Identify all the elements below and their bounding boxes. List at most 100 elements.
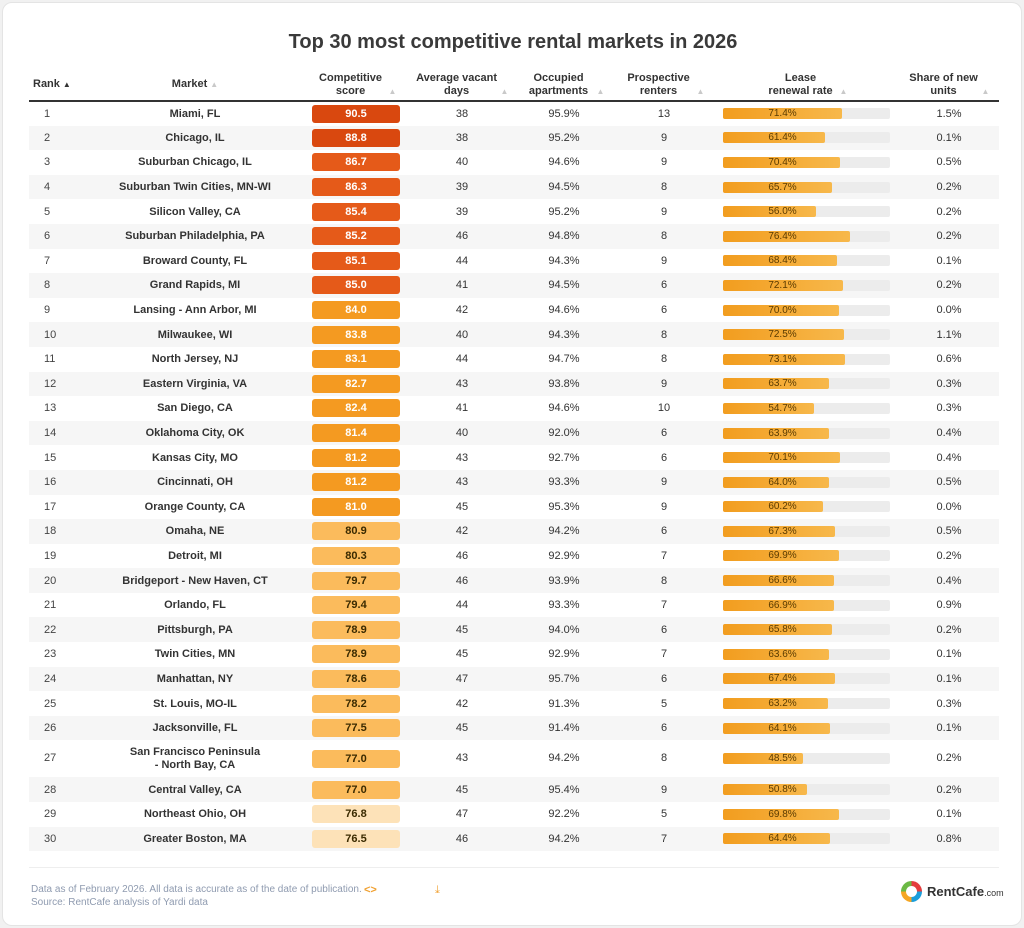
sort-icon[interactable]: ▲ xyxy=(981,86,990,96)
column-header-market[interactable]: Market ▲ xyxy=(89,69,301,102)
renewal-bar xyxy=(722,476,830,488)
new-units-cell: 1.5% xyxy=(936,107,962,120)
occupied-cell: 91.4% xyxy=(513,715,615,741)
vacant-days-cell: 46 xyxy=(455,549,469,562)
rank-cell: 4 xyxy=(29,174,89,200)
score-badge: 79.7 xyxy=(312,571,400,590)
column-header-lease-renewal-rate[interactable]: Lease renewal rate ▲ xyxy=(713,69,899,102)
new-units-cell: 0.2% xyxy=(899,223,999,249)
table-row: 8 Grand Rapids, MI 85.0 41 94.5% 6 72.1% 0.2% xyxy=(29,273,999,298)
sort-ascending-icon[interactable]: ▲ xyxy=(62,80,71,89)
score-cell: 82.7 xyxy=(301,371,411,397)
vacant-days-cell: 46 xyxy=(411,223,513,249)
renters-cell: 8 xyxy=(615,174,713,200)
download-icon[interactable]: ⤓ xyxy=(435,884,440,896)
column-header-label: Lease renewal rate xyxy=(768,71,833,97)
score-cell: 76.8 xyxy=(301,802,411,827)
rank-cell: 27 xyxy=(44,752,57,765)
market-cell: Northeast Ohio, OH xyxy=(143,808,247,821)
code-icon[interactable]: <> xyxy=(364,884,377,896)
score-badge: 81.2 xyxy=(312,473,400,492)
sort-icon[interactable]: ▲ xyxy=(500,86,509,96)
score-badge: 78.2 xyxy=(312,694,400,713)
column-header-competitive-score[interactable]: Competitive score ▲ xyxy=(301,69,411,102)
source-note: Source: RentCafe analysis of Yardi data xyxy=(31,897,208,908)
table-row: 16 Cincinnati, OH 81.2 43 93.3% 9 64.0% 0.5% xyxy=(29,469,999,495)
renters-cell: 6 xyxy=(660,304,668,317)
new-units-cell: 0.9% xyxy=(936,599,962,612)
new-units-cell: 0.2% xyxy=(899,617,999,643)
rank-cell: 12 xyxy=(29,371,89,397)
rank-cell: 18 xyxy=(29,519,89,544)
renewal-cell: 71.4% xyxy=(713,101,899,126)
score-badge: 78.6 xyxy=(312,669,400,688)
renewal-label: 48.5% xyxy=(768,753,797,765)
table-row: 20 Bridgeport - New Haven, CT 79.7 46 93.9% 8… xyxy=(29,568,999,593)
score-badge: 86.7 xyxy=(312,153,400,172)
table-row: 27 San Francisco Peninsula - North Bay, C… xyxy=(29,740,999,777)
renewal-bar-track: 54.7% xyxy=(722,402,890,414)
renewal-bar-track: 71.4% xyxy=(722,108,890,120)
renters-cell: 5 xyxy=(660,697,668,710)
rank-cell: 29 xyxy=(44,808,57,821)
table-row: 13 San Diego, CA 82.4 41 94.6% 10 54.7% 0.3% xyxy=(29,396,999,421)
occupied-cell: 91.3% xyxy=(548,697,580,710)
new-units-cell: 1.1% xyxy=(899,322,999,347)
column-header-label: Prospective renters xyxy=(627,71,690,97)
renewal-bar xyxy=(722,329,844,341)
sort-icon[interactable]: ▲ xyxy=(839,86,848,96)
market-cell: Silicon Valley, CA xyxy=(149,205,241,218)
rentcafe-logo[interactable]: RentCafe.com xyxy=(901,880,1004,902)
renewal-cell: 70.1% xyxy=(713,445,899,470)
rank-cell: 3 xyxy=(44,156,51,169)
new-units-cell: 0.1% xyxy=(936,648,962,661)
score-cell: 80.9 xyxy=(301,519,411,544)
renewal-bar xyxy=(722,156,841,168)
column-header-share-of-new-units[interactable]: Share of new units ▲ xyxy=(899,69,999,102)
score-cell: 85.2 xyxy=(301,223,411,249)
renewal-bar-track: 69.8% xyxy=(722,808,890,820)
column-header-occupied-apartments[interactable]: Occupied apartments ▲ xyxy=(513,69,615,102)
score-badge: 76.8 xyxy=(312,805,400,824)
rank-cell: 21 xyxy=(44,599,57,612)
score-cell: 77.5 xyxy=(301,715,411,741)
renewal-bar-track: 76.4% xyxy=(722,230,890,242)
score-cell: 85.1 xyxy=(301,249,411,274)
market-cell: Twin Cities, MN xyxy=(154,648,236,661)
sort-icon[interactable]: ▲ xyxy=(696,86,705,96)
table-row: 29 Northeast Ohio, OH 76.8 47 92.2% 5 69.8% 0.1… xyxy=(29,802,999,827)
vacant-days-cell: 42 xyxy=(455,697,469,710)
renewal-cell: 56.0% xyxy=(713,199,899,224)
sort-icon[interactable]: ▲ xyxy=(388,86,397,96)
column-header-prospective-renters[interactable]: Prospective renters ▲ xyxy=(615,69,713,102)
column-header-rank[interactable]: Rank ▲ xyxy=(29,69,89,102)
footer-divider xyxy=(29,867,999,868)
vacant-days-cell: 45 xyxy=(455,648,469,661)
column-header-average-vacant-days[interactable]: Average vacant days ▲ xyxy=(411,69,513,102)
score-cell: 81.2 xyxy=(301,445,411,470)
renewal-cell: 73.1% xyxy=(713,347,899,372)
renewal-bar-track: 61.4% xyxy=(722,132,890,144)
score-badge: 90.5 xyxy=(312,104,400,123)
sort-icon[interactable]: ▲ xyxy=(596,86,605,96)
vacant-days-cell: 45 xyxy=(411,617,513,643)
score-badge: 85.1 xyxy=(312,251,400,270)
rank-cell: 28 xyxy=(29,777,89,803)
market-cell: Orlando, FL xyxy=(164,599,226,612)
sort-icon[interactable]: ▲ xyxy=(210,80,219,89)
renewal-label: 67.4% xyxy=(768,673,797,685)
footer-note: Data as of February 2026. All data is ac… xyxy=(31,883,362,909)
new-units-cell: 0.4% xyxy=(936,451,962,464)
rank-cell: 2 xyxy=(29,125,89,151)
renters-cell: 7 xyxy=(660,599,668,612)
market-cell: Lansing - Ann Arbor, MI xyxy=(133,304,257,317)
occupied-cell: 94.5% xyxy=(513,273,615,298)
vacant-days-cell: 45 xyxy=(411,777,513,803)
renewal-bar-track: 48.5% xyxy=(722,753,890,765)
vacant-days-cell: 38 xyxy=(455,107,469,120)
renewal-bar xyxy=(722,525,835,537)
renewal-bar xyxy=(722,279,843,291)
renewal-bar-track: 67.3% xyxy=(722,525,890,537)
renters-cell: 9 xyxy=(615,469,713,495)
renewal-label: 65.7% xyxy=(768,181,797,193)
